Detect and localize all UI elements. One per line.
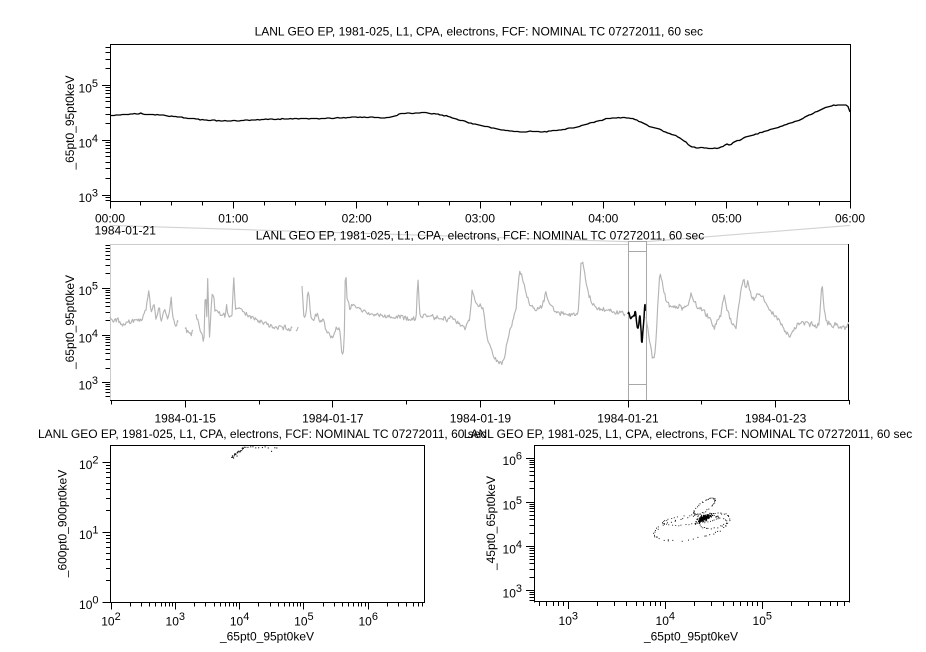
svg-text:1984-01-15: 1984-01-15	[155, 412, 217, 426]
svg-text:LANL GEO EP, 1981-025, L1, CPA: LANL GEO EP, 1981-025, L1, CPA, electron…	[38, 427, 486, 441]
svg-text:_45pt0_65pt0keV: _45pt0_65pt0keV	[484, 476, 498, 571]
svg-text:LANL GEO EP, 1981-025, L1, CPA: LANL GEO EP, 1981-025, L1, CPA, electron…	[464, 427, 912, 441]
svg-text:04:00: 04:00	[588, 212, 618, 226]
svg-text:1984-01-19: 1984-01-19	[450, 412, 512, 426]
svg-text:1984-01-17: 1984-01-17	[302, 412, 364, 426]
svg-text:02:00: 02:00	[342, 212, 372, 226]
svg-text:03:00: 03:00	[465, 212, 495, 226]
svg-text:LANL GEO EP, 1981-025, L1, CPA: LANL GEO EP, 1981-025, L1, CPA, electron…	[255, 25, 703, 39]
svg-text:LANL GEO EP, 1981-025, L1, CPA: LANL GEO EP, 1981-025, L1, CPA, electron…	[256, 228, 704, 242]
svg-text:00:00: 00:00	[95, 212, 125, 226]
svg-text:_600pt0_900pt0keV: _600pt0_900pt0keV	[56, 470, 70, 578]
svg-text:05:00: 05:00	[712, 212, 742, 226]
svg-text:1984-01-21: 1984-01-21	[95, 224, 157, 238]
svg-text:06:00: 06:00	[835, 212, 865, 226]
svg-text:1984-01-21: 1984-01-21	[597, 412, 659, 426]
svg-text:01:00: 01:00	[218, 212, 248, 226]
svg-text:_65pt0_95pt0keV: _65pt0_95pt0keV	[643, 630, 738, 644]
svg-text:_65pt0_95pt0keV: _65pt0_95pt0keV	[63, 275, 77, 370]
svg-text:_65pt0_95pt0keV: _65pt0_95pt0keV	[219, 630, 314, 644]
svg-text:1984-01-23: 1984-01-23	[745, 412, 807, 426]
svg-text:_65pt0_95pt0keV: _65pt0_95pt0keV	[63, 75, 77, 170]
